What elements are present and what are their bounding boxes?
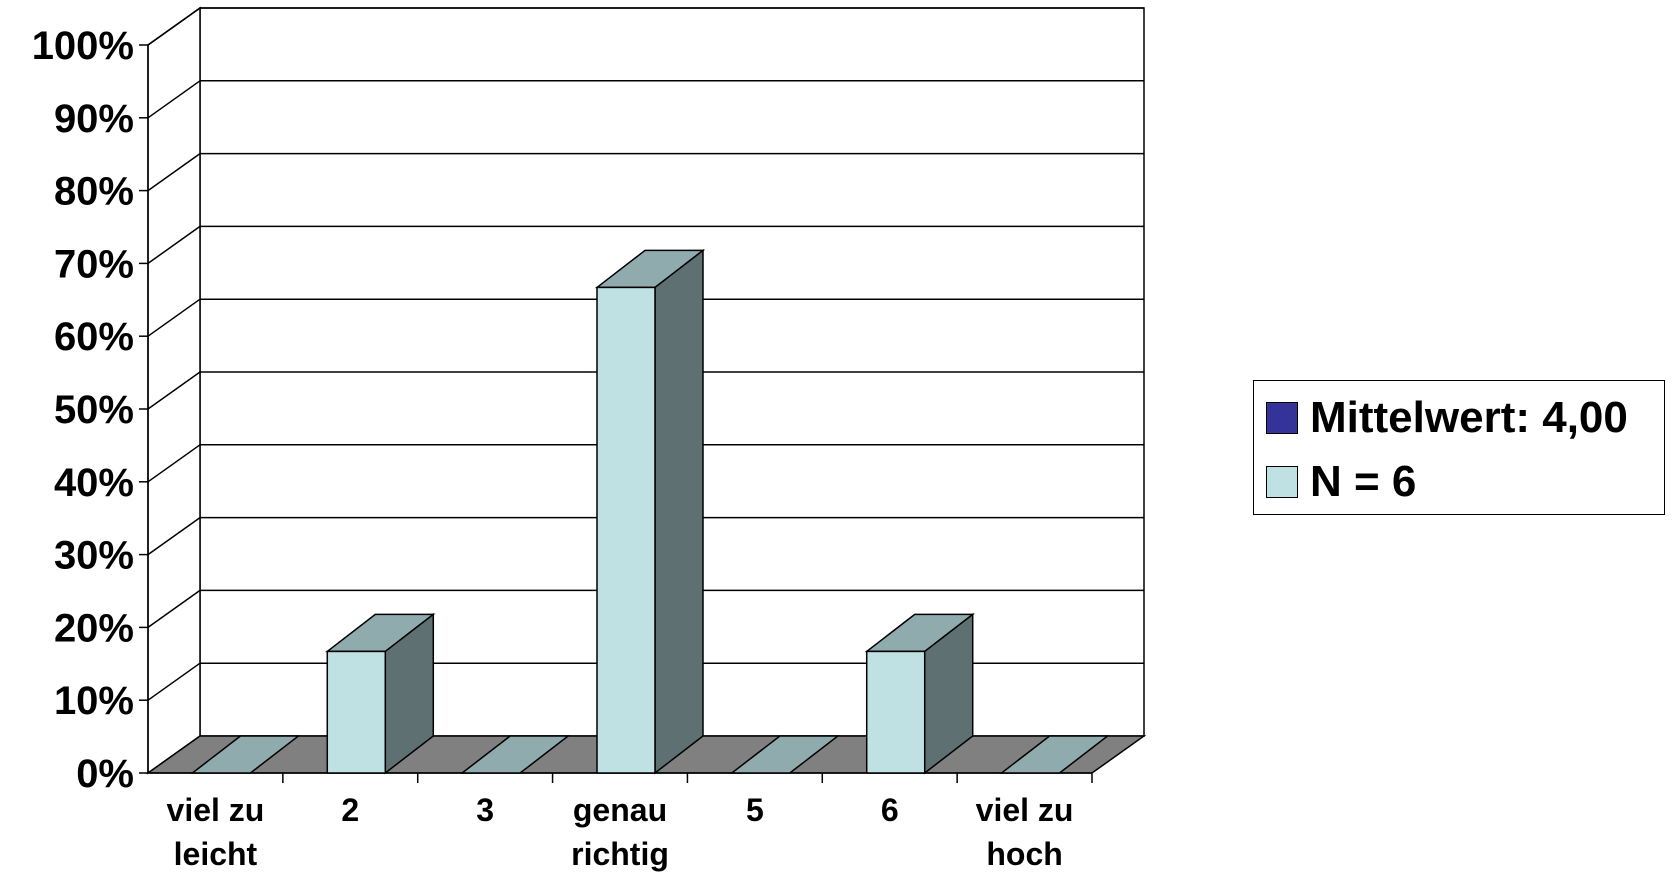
x-tick-label: 2 [341, 792, 359, 828]
x-tick-label: leicht [174, 836, 258, 872]
gridline-side [147, 225, 201, 265]
gridline-side [147, 444, 201, 483]
y-tick-label: 80% [54, 170, 134, 214]
x-tick-label: hoch [986, 836, 1062, 872]
legend: Mittelwert: 4,00 N = 6 [1253, 380, 1665, 515]
y-tick-label: 50% [54, 388, 134, 432]
legend-item-n: N = 6 [1266, 457, 1416, 507]
y-tick-label: 40% [54, 461, 134, 505]
x-tick-label: viel zu [976, 792, 1074, 828]
x-axis: viel zu leicht 2 3 genau richtig 5 6 viel zu hoch [148, 772, 1093, 872]
x-tick-label: 3 [476, 792, 494, 828]
legend-swatch-mittelwert [1266, 402, 1298, 434]
y-tick-label: 70% [54, 242, 134, 286]
y-tick-label: 100% [32, 24, 134, 68]
bar-zero [190, 735, 301, 774]
x-tick-label: 6 [881, 792, 899, 828]
y-tick-label: 10% [54, 679, 134, 723]
legend-label-n: N = 6 [1310, 457, 1417, 506]
y-tick-label: 90% [54, 97, 134, 141]
gridline-side [147, 298, 201, 337]
gridline-side [147, 589, 201, 629]
bar [596, 286, 656, 774]
y-axis: 0% 10% 20% 30% 40% 50% 60% 70% 80% 90% 100% [32, 24, 149, 796]
legend-swatch-n [1266, 466, 1298, 498]
x-tick-label: 5 [746, 792, 764, 828]
bar-zero [999, 735, 1110, 774]
y-tick-label: 60% [54, 315, 134, 359]
legend-item-mittelwert: Mittelwert: 4,00 [1266, 393, 1628, 443]
x-tick-label: genau [573, 792, 667, 828]
y-tick-label: 20% [54, 606, 134, 650]
gridline-side [147, 152, 201, 192]
bar-zero [729, 735, 841, 774]
bar [865, 650, 926, 774]
gridline-side [147, 516, 201, 556]
bar-zero [459, 735, 571, 774]
bars [190, 248, 1110, 775]
x-tick-label: viel zu [167, 792, 265, 828]
gridline-side [147, 662, 201, 701]
legend-label-mittelwert: Mittelwert: 4,00 [1310, 393, 1628, 442]
x-tick-label: richtig [571, 836, 669, 872]
gridline-side [147, 80, 201, 119]
y-tick-label: 0% [76, 752, 134, 796]
y-tick-label: 30% [54, 534, 134, 578]
bar-side [654, 248, 704, 775]
bar [326, 650, 387, 774]
gridline-side [147, 7, 201, 46]
gridline-side [147, 371, 201, 410]
